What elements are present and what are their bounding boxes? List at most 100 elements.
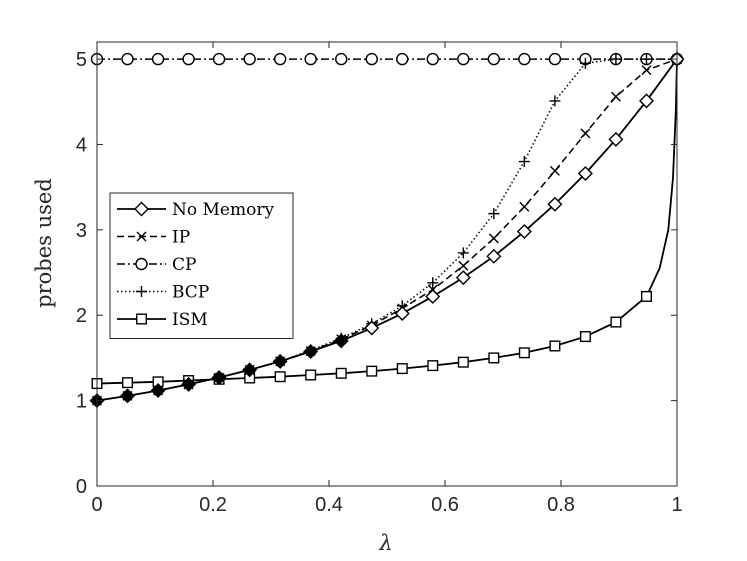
y-tick-label: 5 — [76, 49, 87, 71]
ism-square-marker — [549, 340, 561, 352]
no-memory-diamond-marker — [150, 383, 166, 399]
ip-x-marker — [610, 91, 621, 102]
legend-cp-circle-marker — [135, 257, 148, 271]
cp-circle-marker — [518, 52, 531, 66]
cp-circle-marker — [426, 52, 439, 66]
no-memory-diamond-marker — [455, 270, 471, 286]
y-tick-label: 3 — [76, 220, 87, 242]
y-axis-label: probes used — [32, 178, 56, 308]
cp-circle-marker — [396, 52, 409, 66]
cp-circle-marker — [243, 52, 256, 66]
ism-square-marker — [610, 316, 622, 328]
ticks-layer: 0 0.2 0.4 0.6 0.8 1 0 1 2 3 4 5 — [76, 42, 683, 516]
ism-square-marker — [579, 331, 591, 343]
no-memory-diamond-marker — [547, 196, 563, 212]
ism-square-marker — [366, 365, 378, 377]
x-tick-label: 0 — [91, 494, 102, 516]
legend-label-cp: CP — [172, 255, 196, 275]
cp-circle-marker — [121, 52, 134, 66]
no-memory-diamond-marker — [516, 224, 532, 240]
ism-square-marker — [640, 290, 652, 302]
legend-no-memory-diamond-marker — [134, 201, 149, 217]
bcp-plus-marker — [427, 277, 439, 289]
bcp-plus-marker — [518, 156, 530, 168]
ip-x-marker — [580, 128, 591, 139]
ip-x-marker — [641, 65, 652, 76]
cp-circle-marker — [182, 52, 195, 66]
no-memory-diamond-marker — [486, 248, 502, 264]
bcp-plus-marker — [610, 53, 622, 65]
ism-square-marker — [305, 369, 317, 381]
ip-x-marker — [549, 165, 560, 176]
legend-item-ip: IP — [117, 228, 190, 248]
legend: No Memory IP CP BCP ISM — [109, 192, 294, 339]
y-tick-label: 0 — [76, 476, 87, 498]
x-tick-label: 0.6 — [431, 494, 459, 516]
ip-x-marker — [458, 260, 469, 271]
ism-square-marker — [335, 367, 347, 379]
ism-square-marker — [427, 360, 439, 372]
x-tick-label: 0.8 — [547, 494, 575, 516]
cp-circle-marker — [457, 52, 470, 66]
no-memory-diamond-marker — [639, 93, 654, 109]
no-memory-diamond-marker — [577, 166, 593, 181]
series-no-memory — [89, 51, 685, 409]
no-memory-diamond-marker — [272, 353, 288, 369]
series-cp — [90, 52, 684, 66]
x-axis-label: λ — [378, 531, 392, 555]
y-tick-label: 2 — [76, 305, 87, 327]
ism-square-marker — [488, 352, 500, 364]
bcp-plus-marker — [488, 208, 500, 220]
bcp-plus-marker — [457, 247, 469, 259]
legend-label-bcp: BCP — [172, 283, 209, 303]
cp-circle-marker — [304, 52, 317, 66]
cp-circle-marker — [273, 52, 287, 66]
cp-circle-marker — [548, 52, 562, 66]
legend-item-ism: ISM — [117, 310, 208, 330]
no-memory-diamond-marker — [364, 320, 380, 336]
no-memory-diamond-marker — [181, 376, 197, 392]
no-memory-diamond-marker — [303, 344, 319, 360]
legend-item-no-memory: No Memory — [117, 200, 274, 220]
no-memory-diamond-marker — [211, 370, 227, 386]
no-memory-diamond-marker — [425, 288, 441, 304]
legend-item-bcp: BCP — [117, 283, 209, 303]
x-tick-label: 1 — [671, 494, 682, 516]
ip-x-marker — [519, 201, 530, 212]
legend-bcp-plus-marker — [136, 286, 147, 297]
y-tick-label: 4 — [76, 134, 87, 156]
ip-x-marker — [488, 233, 499, 244]
ism-square-marker — [518, 347, 530, 359]
legend-label-ip: IP — [172, 228, 190, 248]
legend-item-cp: CP — [117, 255, 196, 275]
x-tick-label: 0.2 — [199, 494, 227, 516]
cp-circle-marker — [487, 52, 501, 66]
no-memory-diamond-marker — [120, 388, 135, 404]
bcp-plus-marker — [640, 53, 652, 65]
ism-square-marker — [122, 377, 134, 389]
cp-circle-marker — [151, 52, 165, 66]
cp-circle-marker — [335, 52, 348, 66]
legend-label-no-memory: No Memory — [172, 200, 274, 220]
axes-frame — [96, 41, 678, 487]
x-tick-label: 0.4 — [315, 494, 343, 516]
legend-label-ism: ISM — [172, 310, 208, 330]
bcp-plus-marker — [549, 95, 561, 107]
series-line-ip — [96, 58, 678, 402]
no-memory-diamond-marker — [394, 306, 410, 322]
no-memory-diamond-marker — [333, 333, 349, 349]
series-layer — [89, 51, 685, 409]
legend-ip-x-marker — [136, 231, 147, 242]
ism-square-marker — [396, 363, 408, 375]
no-memory-diamond-marker — [608, 131, 624, 147]
ism-square-marker — [457, 356, 469, 368]
legend-ism-square-marker — [135, 313, 147, 325]
cp-circle-marker — [212, 52, 226, 66]
cp-circle-marker — [365, 52, 378, 66]
no-memory-diamond-marker — [242, 362, 258, 378]
series-line-bcp — [96, 58, 677, 402]
ism-square-marker — [274, 371, 286, 383]
y-tick-label: 1 — [76, 391, 87, 413]
bcp-plus-marker — [579, 57, 591, 69]
